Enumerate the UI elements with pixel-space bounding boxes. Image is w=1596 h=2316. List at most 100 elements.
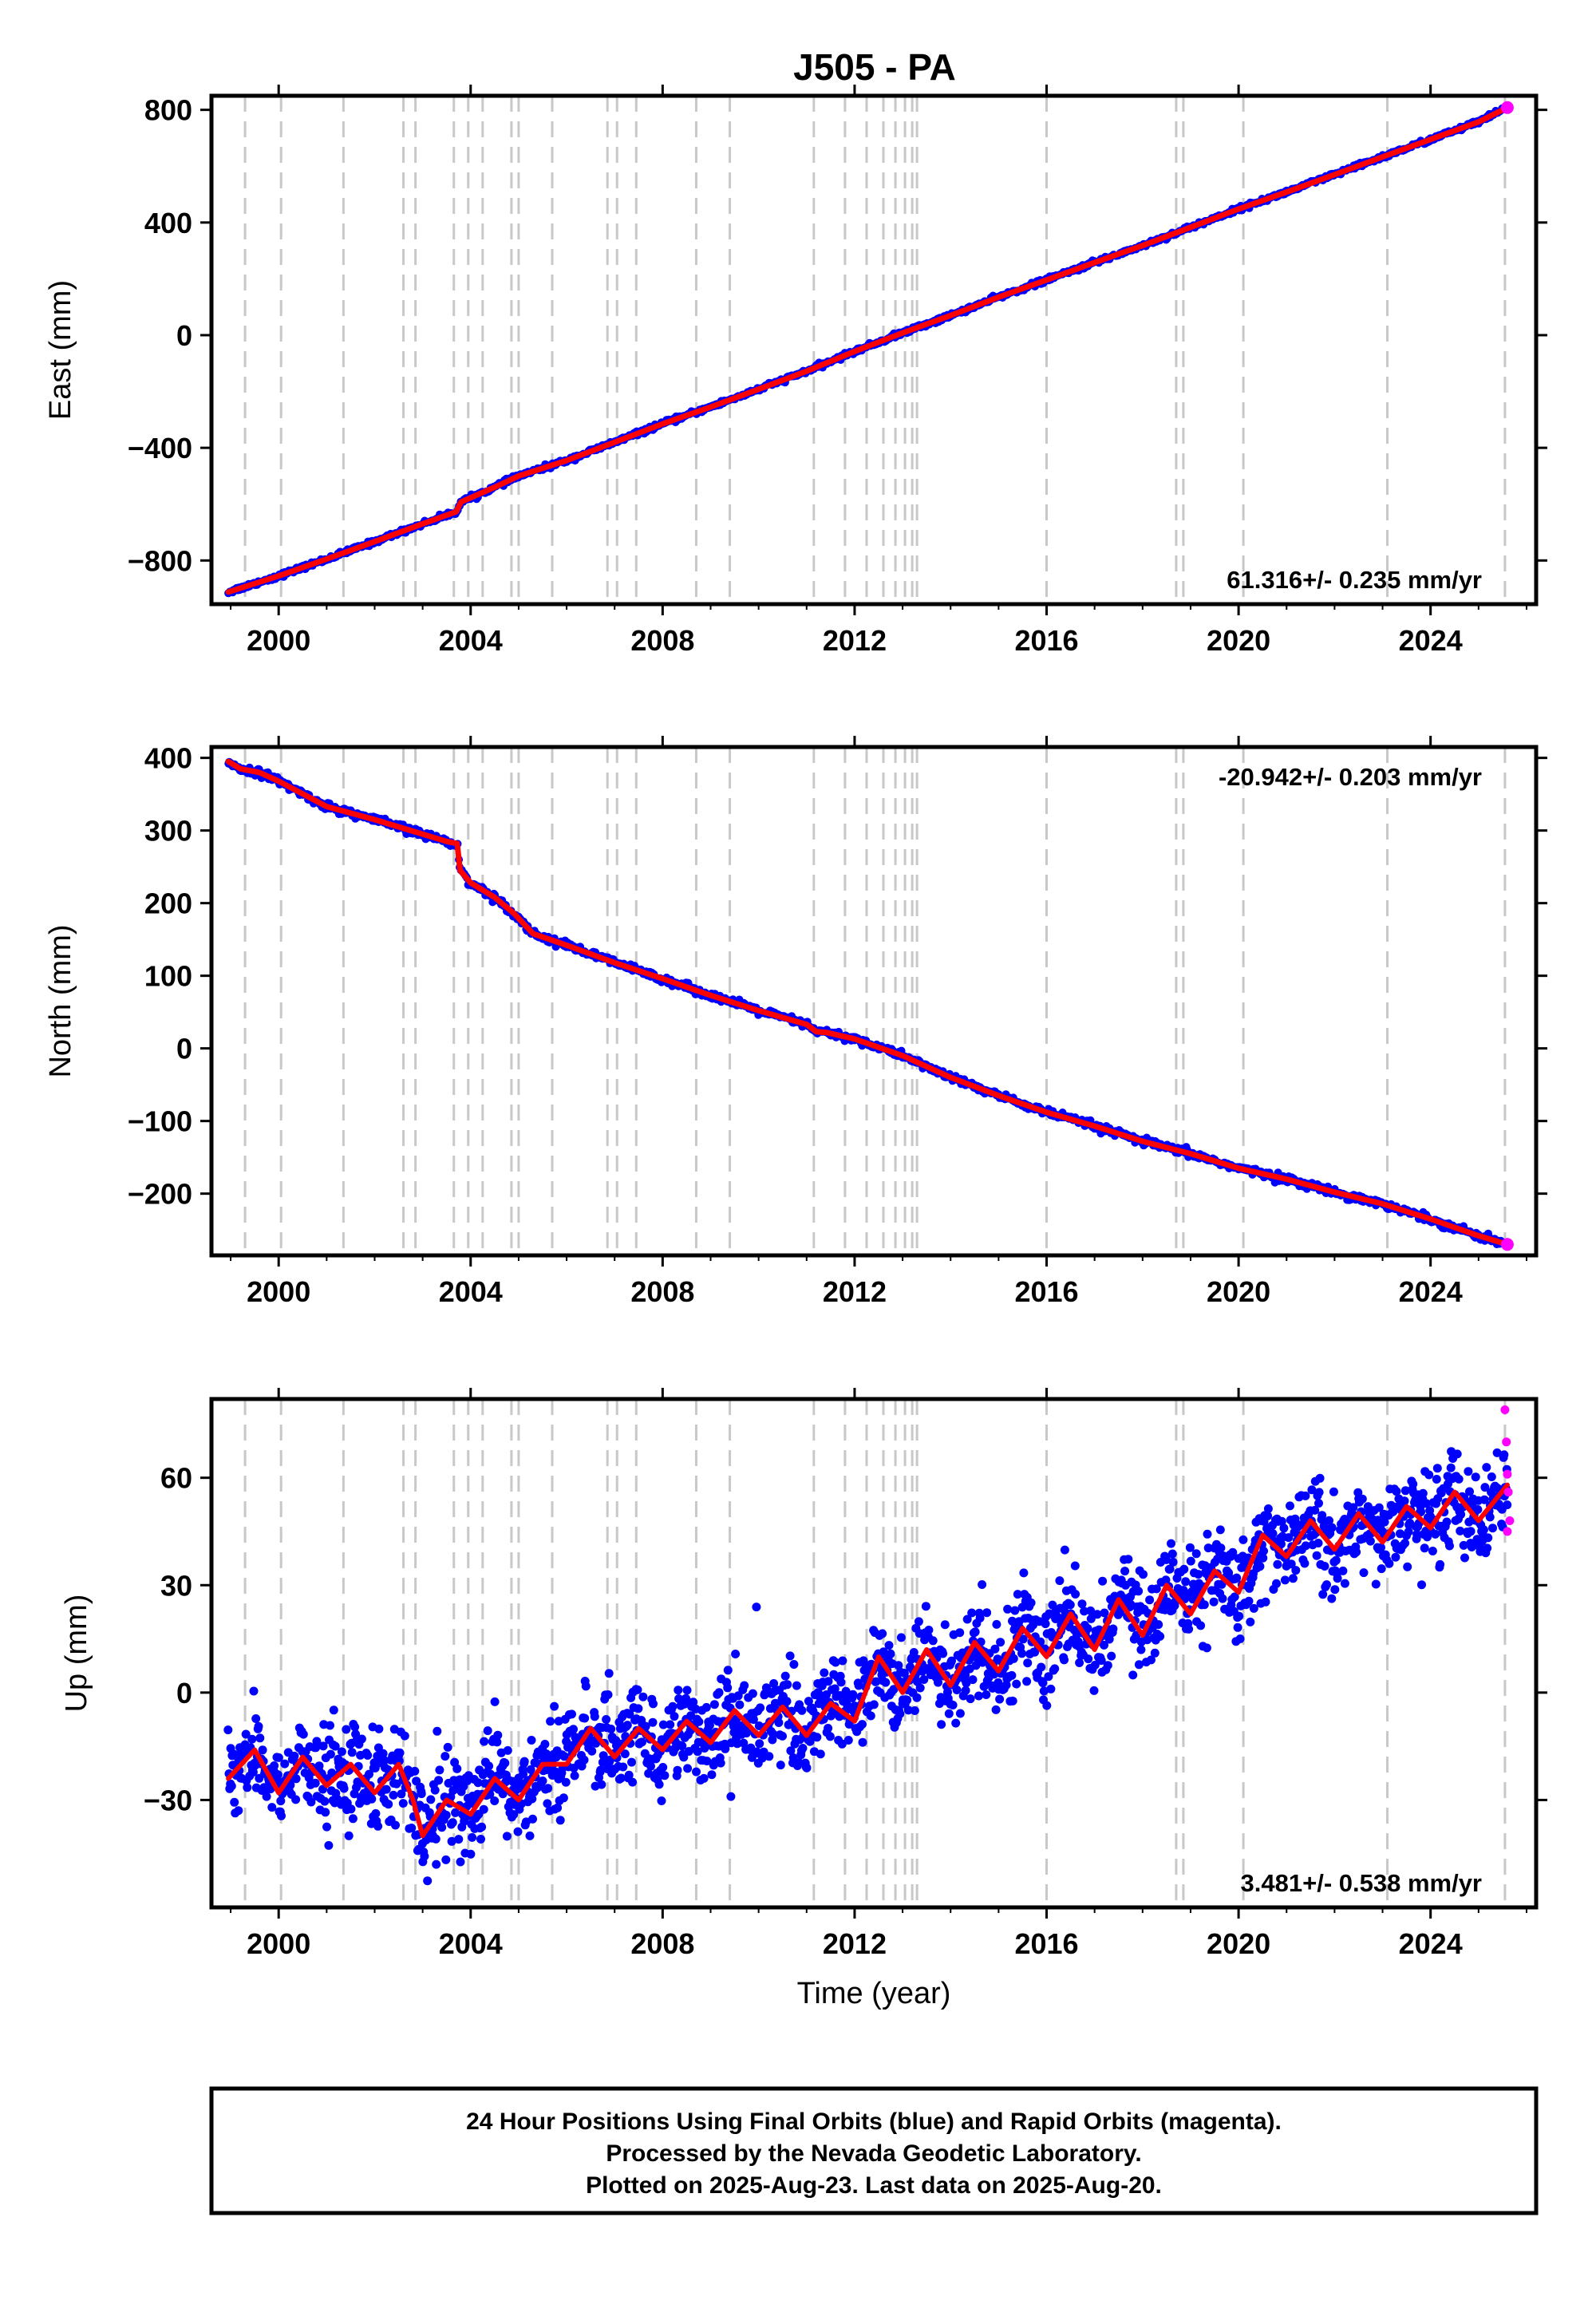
footer-line-orbits: 24 Hour Positions Using Final Orbits (bl… [466, 2109, 1282, 2135]
final-orbit-point [1380, 1517, 1389, 1527]
final-orbit-point [1259, 1547, 1268, 1555]
final-orbit-point [1301, 1491, 1310, 1500]
final-orbit-point [1038, 1678, 1048, 1688]
final-orbit-point [1279, 1524, 1289, 1533]
final-orbit-point [978, 1580, 987, 1589]
velocity-annotation: 3.481+/- 0.538 mm/yr [1241, 1869, 1482, 1897]
final-orbit-point [871, 1677, 881, 1686]
final-orbit-point [1284, 1533, 1294, 1543]
final-orbit-point [1314, 1499, 1323, 1508]
final-orbit-point [670, 1712, 679, 1721]
final-orbit-point [618, 1762, 628, 1772]
final-orbit-point [1224, 1568, 1234, 1578]
final-orbit-point [1499, 1450, 1509, 1460]
final-orbit-point [477, 1822, 487, 1832]
final-orbit-point [1055, 1576, 1065, 1586]
final-orbit-point [679, 1753, 689, 1762]
final-orbit-point [454, 1835, 464, 1844]
final-orbit-point [1371, 1579, 1381, 1589]
rapid-orbit-point [1505, 1516, 1515, 1525]
final-orbit-point [1167, 1539, 1175, 1548]
final-orbit-point [1235, 1611, 1244, 1621]
final-orbit-point [452, 1764, 462, 1773]
final-orbit-point [1307, 1485, 1317, 1495]
final-orbit-point [1238, 1535, 1248, 1544]
data-area [223, 1447, 1512, 1886]
final-orbit-point [1216, 1543, 1226, 1553]
final-orbit-point [1168, 1557, 1178, 1567]
final-orbit-point [603, 1690, 613, 1699]
data-area [224, 104, 1511, 598]
final-orbit-point [291, 1774, 301, 1784]
final-orbit-point [1181, 1577, 1191, 1587]
final-orbit-point [709, 1700, 719, 1709]
final-orbit-point [1479, 1525, 1488, 1535]
y-axis-label: East (mm) [44, 280, 77, 420]
final-orbit-point [881, 1678, 891, 1687]
final-orbit-point [1377, 1543, 1385, 1552]
final-orbit-point [1428, 1547, 1437, 1555]
final-orbit-point [1295, 1520, 1305, 1530]
final-orbit-point [681, 1694, 690, 1703]
final-orbit-point [961, 1686, 970, 1695]
final-orbit-point [559, 1793, 568, 1803]
final-orbit-point [1124, 1555, 1133, 1564]
final-orbit-point [974, 1691, 983, 1701]
x-axis: 2000 2004 2008 2012 2016 2020 2024 [230, 736, 1527, 1308]
final-orbit-point [327, 1769, 337, 1777]
final-orbit-point [1017, 1649, 1026, 1658]
final-orbit-point [627, 1757, 636, 1767]
final-orbit-point [666, 1720, 675, 1729]
final-orbit-point [391, 1820, 400, 1830]
x-tick-label: 2016 [1014, 624, 1078, 657]
final-orbit-point [527, 1736, 536, 1745]
final-orbit-point [1408, 1480, 1418, 1488]
final-orbit-point [1258, 1553, 1268, 1563]
final-orbit-point [1023, 1658, 1033, 1668]
final-orbit-point [1317, 1511, 1327, 1520]
final-orbit-point [1312, 1551, 1321, 1560]
final-orbit-point [1019, 1568, 1029, 1578]
final-orbit-point [825, 1732, 835, 1741]
final-orbit-point [628, 1777, 638, 1787]
final-orbit-point [943, 1687, 952, 1697]
final-orbit-point [350, 1722, 360, 1732]
y-tick-label: 60 [160, 1462, 192, 1495]
final-orbit-point [430, 1785, 440, 1795]
final-orbit-point [837, 1739, 847, 1749]
final-orbit-point [606, 1725, 616, 1733]
final-orbit-point [344, 1831, 354, 1840]
final-orbit-point [1084, 1654, 1093, 1664]
final-orbit-point [1228, 1547, 1238, 1557]
final-orbit-point [1003, 1604, 1013, 1614]
final-orbit-point [1459, 1540, 1468, 1550]
final-orbit-point [543, 1799, 552, 1808]
data-area [224, 757, 1511, 1249]
final-orbit-point [748, 1689, 757, 1698]
final-orbit-point [540, 1740, 550, 1749]
y-axis: −200 −100 0 100 200 300 400 [128, 742, 1547, 1211]
final-orbit-point [1301, 1541, 1310, 1551]
final-orbit-point [389, 1790, 398, 1800]
final-orbit-point [420, 1852, 429, 1861]
final-orbit-point [484, 1761, 494, 1771]
final-orbit-point [251, 1714, 261, 1723]
up-panel: 2000 2004 2008 2012 2016 2020 2024 −30 0 30 60 Up (… [60, 1388, 1547, 2010]
x-tick-label: 2004 [439, 1275, 503, 1308]
east-panel: 2000 2004 2008 2012 2016 2020 2024 −800 −400 0 400… [44, 85, 1547, 657]
final-orbit-point [830, 1684, 839, 1694]
final-orbit-point [1290, 1514, 1300, 1524]
final-orbit-point [1120, 1567, 1130, 1576]
final-orbit-point [700, 1744, 709, 1753]
final-orbit-point [654, 1780, 664, 1789]
plot-frame [209, 745, 1539, 1258]
rapid-orbit-point [1502, 1437, 1511, 1447]
final-orbit-point [502, 1832, 512, 1841]
final-orbit-point [339, 1784, 349, 1793]
y-axis-label: Up (mm) [60, 1595, 93, 1713]
final-orbit-point [1150, 1648, 1159, 1658]
x-tick-label: 2024 [1399, 1275, 1463, 1308]
final-orbit-point [674, 1694, 684, 1703]
final-orbit-point [330, 1741, 340, 1751]
final-orbit-point [1288, 1574, 1298, 1583]
